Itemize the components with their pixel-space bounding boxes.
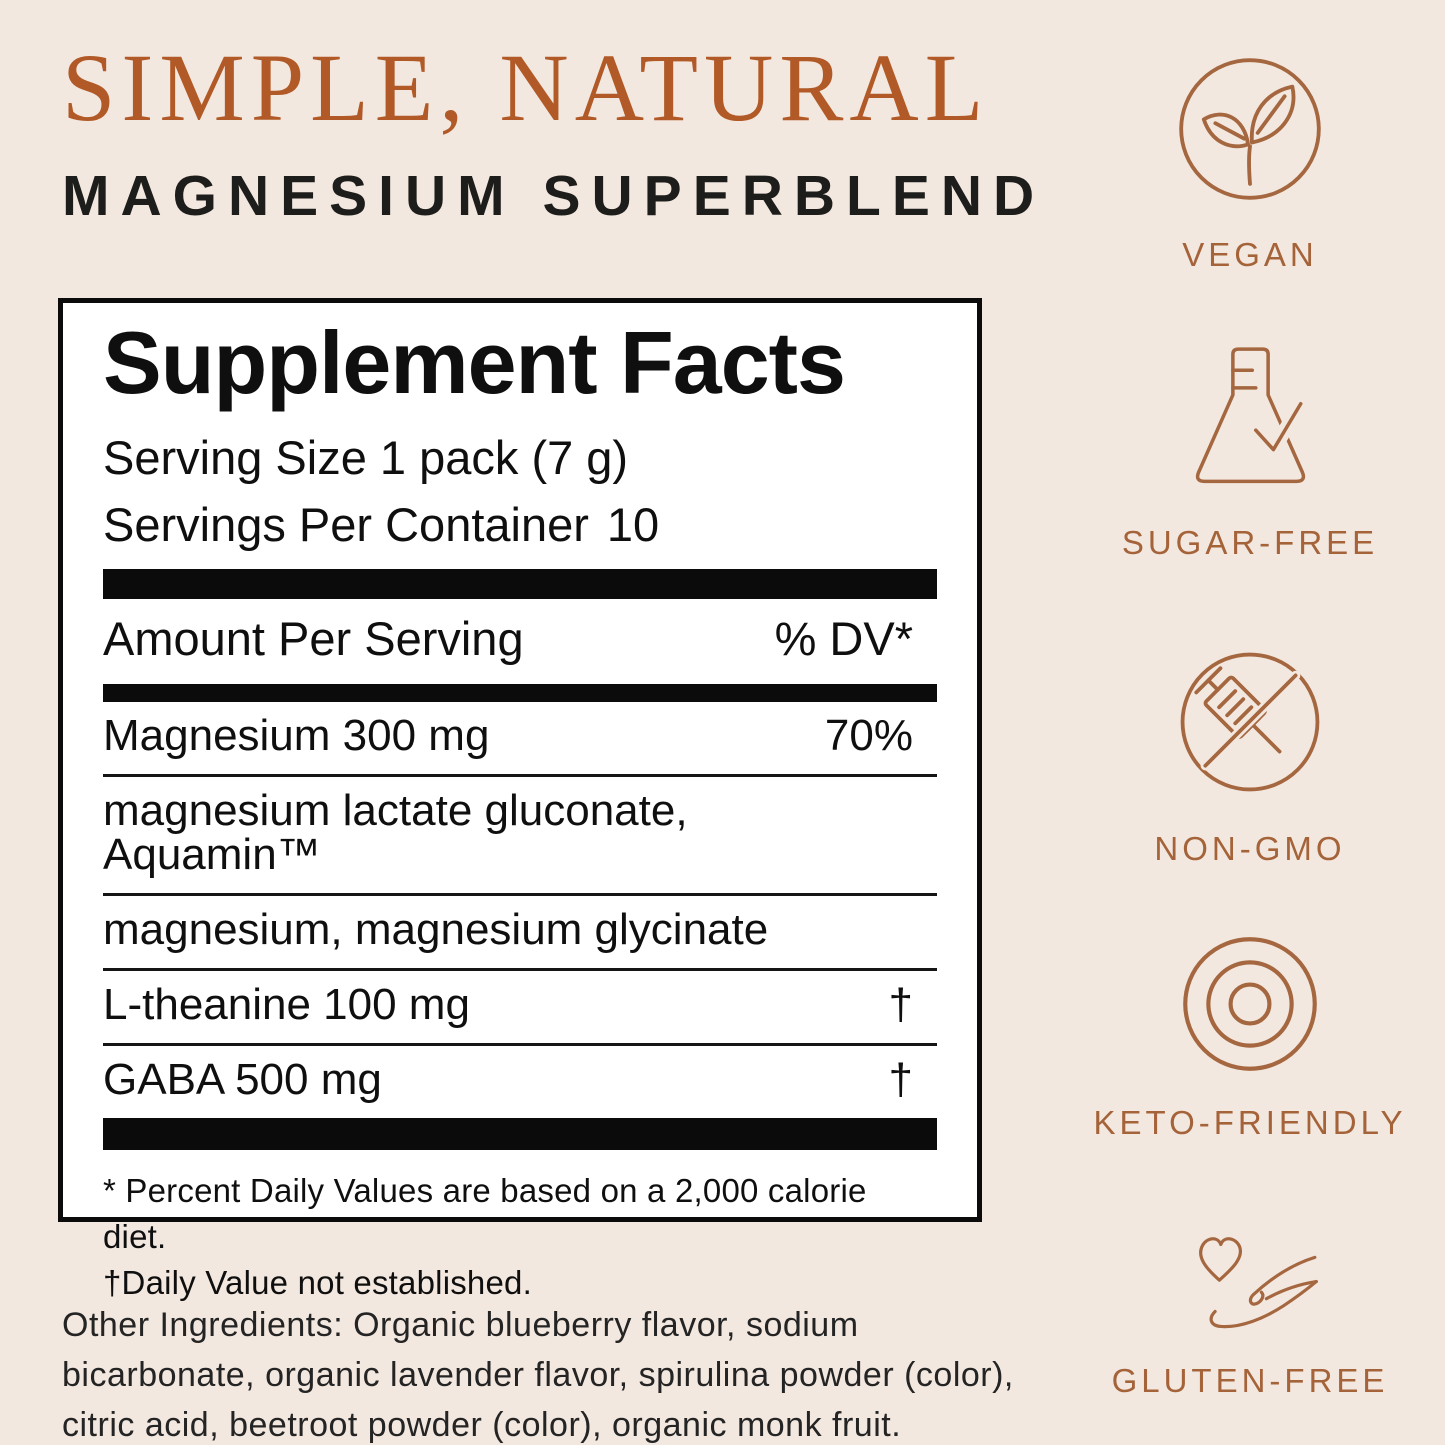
badge-label-gluten-free: GLUTEN-FREE bbox=[1111, 1362, 1389, 1399]
badge-non-gmo: NON-GMO bbox=[1058, 646, 1442, 868]
badge-label-vegan: VEGAN bbox=[1182, 236, 1318, 273]
nutrient-name: GABA 500 mg bbox=[103, 1055, 382, 1105]
badge-gluten-free: GLUTEN-FREE bbox=[1058, 1226, 1442, 1400]
nutrient-dv: 70% bbox=[824, 711, 913, 761]
headline: SIMPLE, NATURAL bbox=[62, 34, 990, 141]
nutrient-dv: † bbox=[888, 980, 913, 1030]
medium-divider bbox=[103, 684, 937, 703]
badge-column: VEGAN SUGAR-FREE bbox=[1058, 0, 1442, 1445]
footnotes: * Percent Daily Values are based on a 2,… bbox=[103, 1168, 937, 1305]
no-syringe-icon bbox=[1180, 652, 1320, 792]
facts-row-magnesium-sources-2: magnesium, magnesium glycinate bbox=[103, 896, 937, 972]
serving-info: Serving Size 1 pack (7 g) Servings Per C… bbox=[103, 425, 937, 558]
subheadline: MAGNESIUM SUPERBLEND bbox=[62, 164, 1046, 228]
badge-sugar-free: SUGAR-FREE bbox=[1058, 342, 1442, 562]
nutrient-name: L-theanine 100 mg bbox=[103, 980, 470, 1030]
leaf-sprout-icon bbox=[1179, 58, 1321, 200]
thick-divider bbox=[103, 569, 937, 600]
nutrient-name: Magnesium 300 mg bbox=[103, 711, 490, 761]
header: SIMPLE, NATURAL MAGNESIUM SUPERBLEND bbox=[62, 40, 1072, 229]
servings-per-container-line: Servings Per Container 10 bbox=[103, 492, 937, 559]
facts-title: Supplement Facts bbox=[103, 313, 846, 412]
servings-value: 10 bbox=[606, 497, 660, 551]
facts-row-gaba: GABA 500 mg † bbox=[103, 1046, 937, 1118]
nutrient-dv: † bbox=[888, 1055, 913, 1105]
thick-divider-bottom bbox=[103, 1118, 937, 1151]
nutrient-name: magnesium lactate gluconate, Aquamin™ bbox=[103, 786, 688, 880]
heart-in-hand-icon bbox=[1199, 1237, 1318, 1329]
serving-size-line: Serving Size 1 pack (7 g) bbox=[103, 431, 629, 484]
facts-row-magnesium: Magnesium 300 mg 70% bbox=[103, 702, 937, 778]
servings-label: Servings Per Container bbox=[103, 497, 589, 551]
facts-row-l-theanine: L-theanine 100 mg † bbox=[103, 971, 937, 1047]
flask-check-icon bbox=[1195, 347, 1308, 484]
footnote-percent-dv: * Percent Daily Values are based on a 2,… bbox=[103, 1172, 867, 1255]
concentric-circles-icon bbox=[1183, 937, 1317, 1071]
column-header-row: Amount Per Serving % DV* bbox=[103, 599, 937, 684]
badge-label-sugar-free: SUGAR-FREE bbox=[1121, 524, 1379, 561]
supplement-facts-panel: Supplement Facts Serving Size 1 pack (7 … bbox=[58, 298, 982, 1301]
badge-label-keto-friendly: KETO-FRIENDLY bbox=[1093, 1104, 1407, 1141]
percent-dv-header: % DV* bbox=[774, 612, 913, 666]
amount-per-serving-header: Amount Per Serving bbox=[103, 612, 524, 666]
facts-row-magnesium-sources-1: magnesium lactate gluconate, Aquamin™ bbox=[103, 777, 937, 897]
nutrient-name: magnesium, magnesium glycinate bbox=[103, 905, 769, 955]
badge-keto-friendly: KETO-FRIENDLY bbox=[1058, 930, 1442, 1142]
badge-vegan: VEGAN bbox=[1058, 52, 1442, 274]
other-ingredients: Other Ingredients: Organic blueberry fla… bbox=[62, 1306, 1014, 1444]
footnote-dagger: †Daily Value not established. bbox=[103, 1263, 532, 1301]
badge-label-non-gmo: NON-GMO bbox=[1154, 830, 1346, 867]
